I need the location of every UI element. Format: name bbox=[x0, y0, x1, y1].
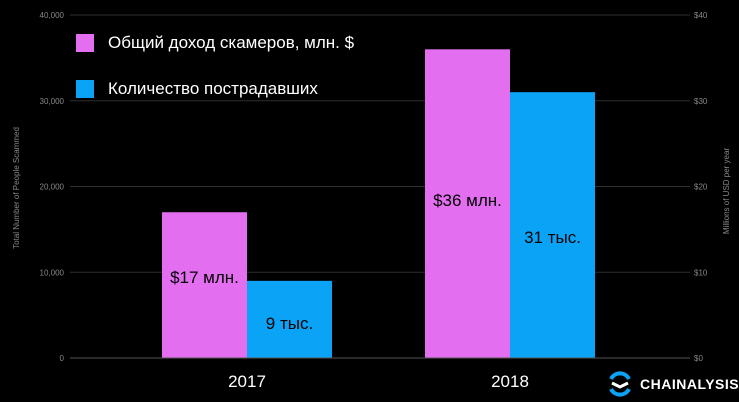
data-label-revenue-2018: $36 млн. bbox=[433, 191, 502, 210]
right-tick-label: $10 bbox=[694, 268, 708, 277]
right-tick-label: $30 bbox=[694, 97, 708, 106]
brand-name: CHAINALYSIS bbox=[640, 376, 739, 392]
legend-swatch-revenue bbox=[76, 34, 94, 52]
bar-victims-2018 bbox=[510, 92, 595, 359]
data-label-revenue-2017: $17 млн. bbox=[170, 268, 239, 287]
legend-label-revenue: Общий доход скамеров, млн. $ bbox=[108, 33, 355, 52]
legend-label-victims: Количество пострадавших bbox=[108, 79, 318, 98]
left-axis-title: Total Number of People Scammed bbox=[12, 127, 21, 249]
left-tick-label: 0 bbox=[60, 354, 65, 363]
right-tick-label: $20 bbox=[694, 183, 708, 192]
bar-revenue-2017 bbox=[162, 212, 247, 358]
right-tick-label: $0 bbox=[694, 354, 703, 363]
legend-swatch-victims bbox=[76, 80, 94, 98]
left-tick-label: 40,000 bbox=[40, 11, 65, 20]
chainalysis-mark-icon bbox=[609, 371, 631, 397]
category-label-2017: 2017 bbox=[228, 372, 266, 391]
right-axis-title: Millions of USD per year bbox=[722, 148, 731, 235]
chainalysis-logo: CHAINALYSIS bbox=[606, 370, 739, 398]
legend-item-revenue: Общий доход скамеров, млн. $ bbox=[76, 28, 354, 58]
left-tick-label: 10,000 bbox=[40, 268, 65, 277]
left-tick-label: 30,000 bbox=[40, 97, 65, 106]
right-tick-label: $40 bbox=[694, 11, 708, 20]
legend: Общий доход скамеров, млн. $ Количество … bbox=[76, 28, 354, 120]
bar-victims-2017 bbox=[247, 280, 332, 358]
legend-item-victims: Количество пострадавших bbox=[76, 74, 354, 104]
left-tick-label: 20,000 bbox=[40, 183, 65, 192]
data-label-victims-2018: 31 тыс. bbox=[524, 228, 581, 247]
category-label-2018: 2018 bbox=[491, 372, 529, 391]
data-label-victims-2017: 9 тыс. bbox=[266, 314, 313, 333]
bar-revenue-2018 bbox=[425, 49, 510, 359]
